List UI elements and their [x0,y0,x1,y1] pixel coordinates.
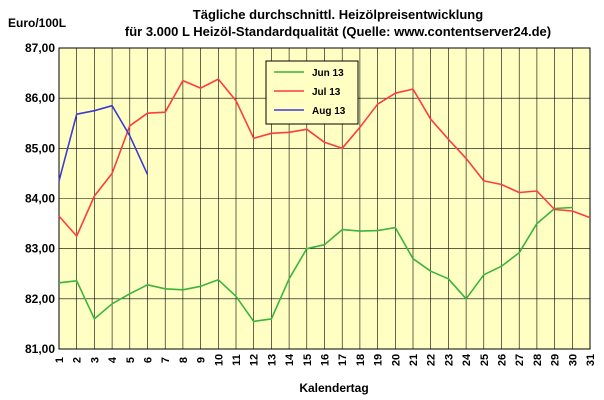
x-tick-label: 3 [89,357,101,363]
x-tick-label: 4 [107,356,119,363]
x-tick-label: 30 [567,354,579,366]
series-line-jul-13 [58,78,591,237]
x-tick-label: 22 [426,354,438,366]
x-tick-label: 8 [178,357,190,363]
legend-box [265,60,359,125]
y-tick-label: 81,00 [25,342,55,356]
x-tick-label: 12 [249,354,261,366]
x-tick-label: 11 [231,354,243,366]
y-tick-label: 84,00 [25,192,55,206]
y-axis-label: Euro/100L [8,16,66,30]
legend-label: Jun 13 [312,68,344,79]
x-tick-label: 21 [408,354,420,366]
legend: Jun 13 Jul 13 Aug 13 [265,60,359,125]
x-tick-label: 25 [479,354,491,366]
x-tick-label: 28 [532,354,544,366]
legend-label: Jul 13 [312,87,341,98]
x-tick-label: 18 [355,354,367,366]
x-tick-label: 19 [373,354,385,366]
y-tick-label: 86,00 [25,91,55,105]
x-tick-label: 1 [54,357,66,363]
x-tick-label: 23 [443,354,455,366]
x-tick-label: 14 [284,353,296,366]
x-tick-labels: 1 2 3 4 5 6 7 8 9 10 11 12 13 14 15 16 17 18 19 20 21 22 23 24 2… [54,353,597,366]
x-tick-label: 29 [550,354,562,366]
legend-label: Aug 13 [312,106,346,117]
chart-title-line2: für 3.000 L Heizöl-Standardqualität (Que… [125,24,551,39]
x-tick-label: 7 [160,357,172,363]
y-tick-labels: 81,00 82,00 83,00 84,00 85,00 86,00 87,00 [25,41,55,356]
x-tick-label: 26 [497,354,509,366]
x-tick-label: 13 [266,354,278,366]
x-tick-label: 9 [196,357,208,363]
x-tick-label: 2 [72,357,84,363]
x-tick-label: 16 [320,354,332,366]
x-tick-label: 6 [143,357,155,363]
y-tick-label: 82,00 [25,292,55,306]
series-line-jun-13 [58,206,573,323]
x-tick-label: 10 [213,354,225,366]
x-tick-label: 27 [514,354,526,366]
y-tick-label: 85,00 [25,141,55,155]
series-lines [58,78,591,323]
x-tick-label: 5 [125,357,137,363]
y-tick-label: 87,00 [25,41,55,55]
x-tick-label: 15 [302,354,314,366]
x-axis-label: Kalendertag [299,381,368,395]
series-line-aug-13 [58,104,149,182]
y-tick-label: 83,00 [25,242,55,256]
x-tick-label: 20 [390,354,402,366]
chart-title-line1: Tägliche durchschnittl. Heizölpreisentwi… [193,7,483,22]
x-tick-label: 31 [585,354,597,366]
x-tick-label: 17 [337,354,349,366]
x-tick-label: 24 [461,353,473,366]
